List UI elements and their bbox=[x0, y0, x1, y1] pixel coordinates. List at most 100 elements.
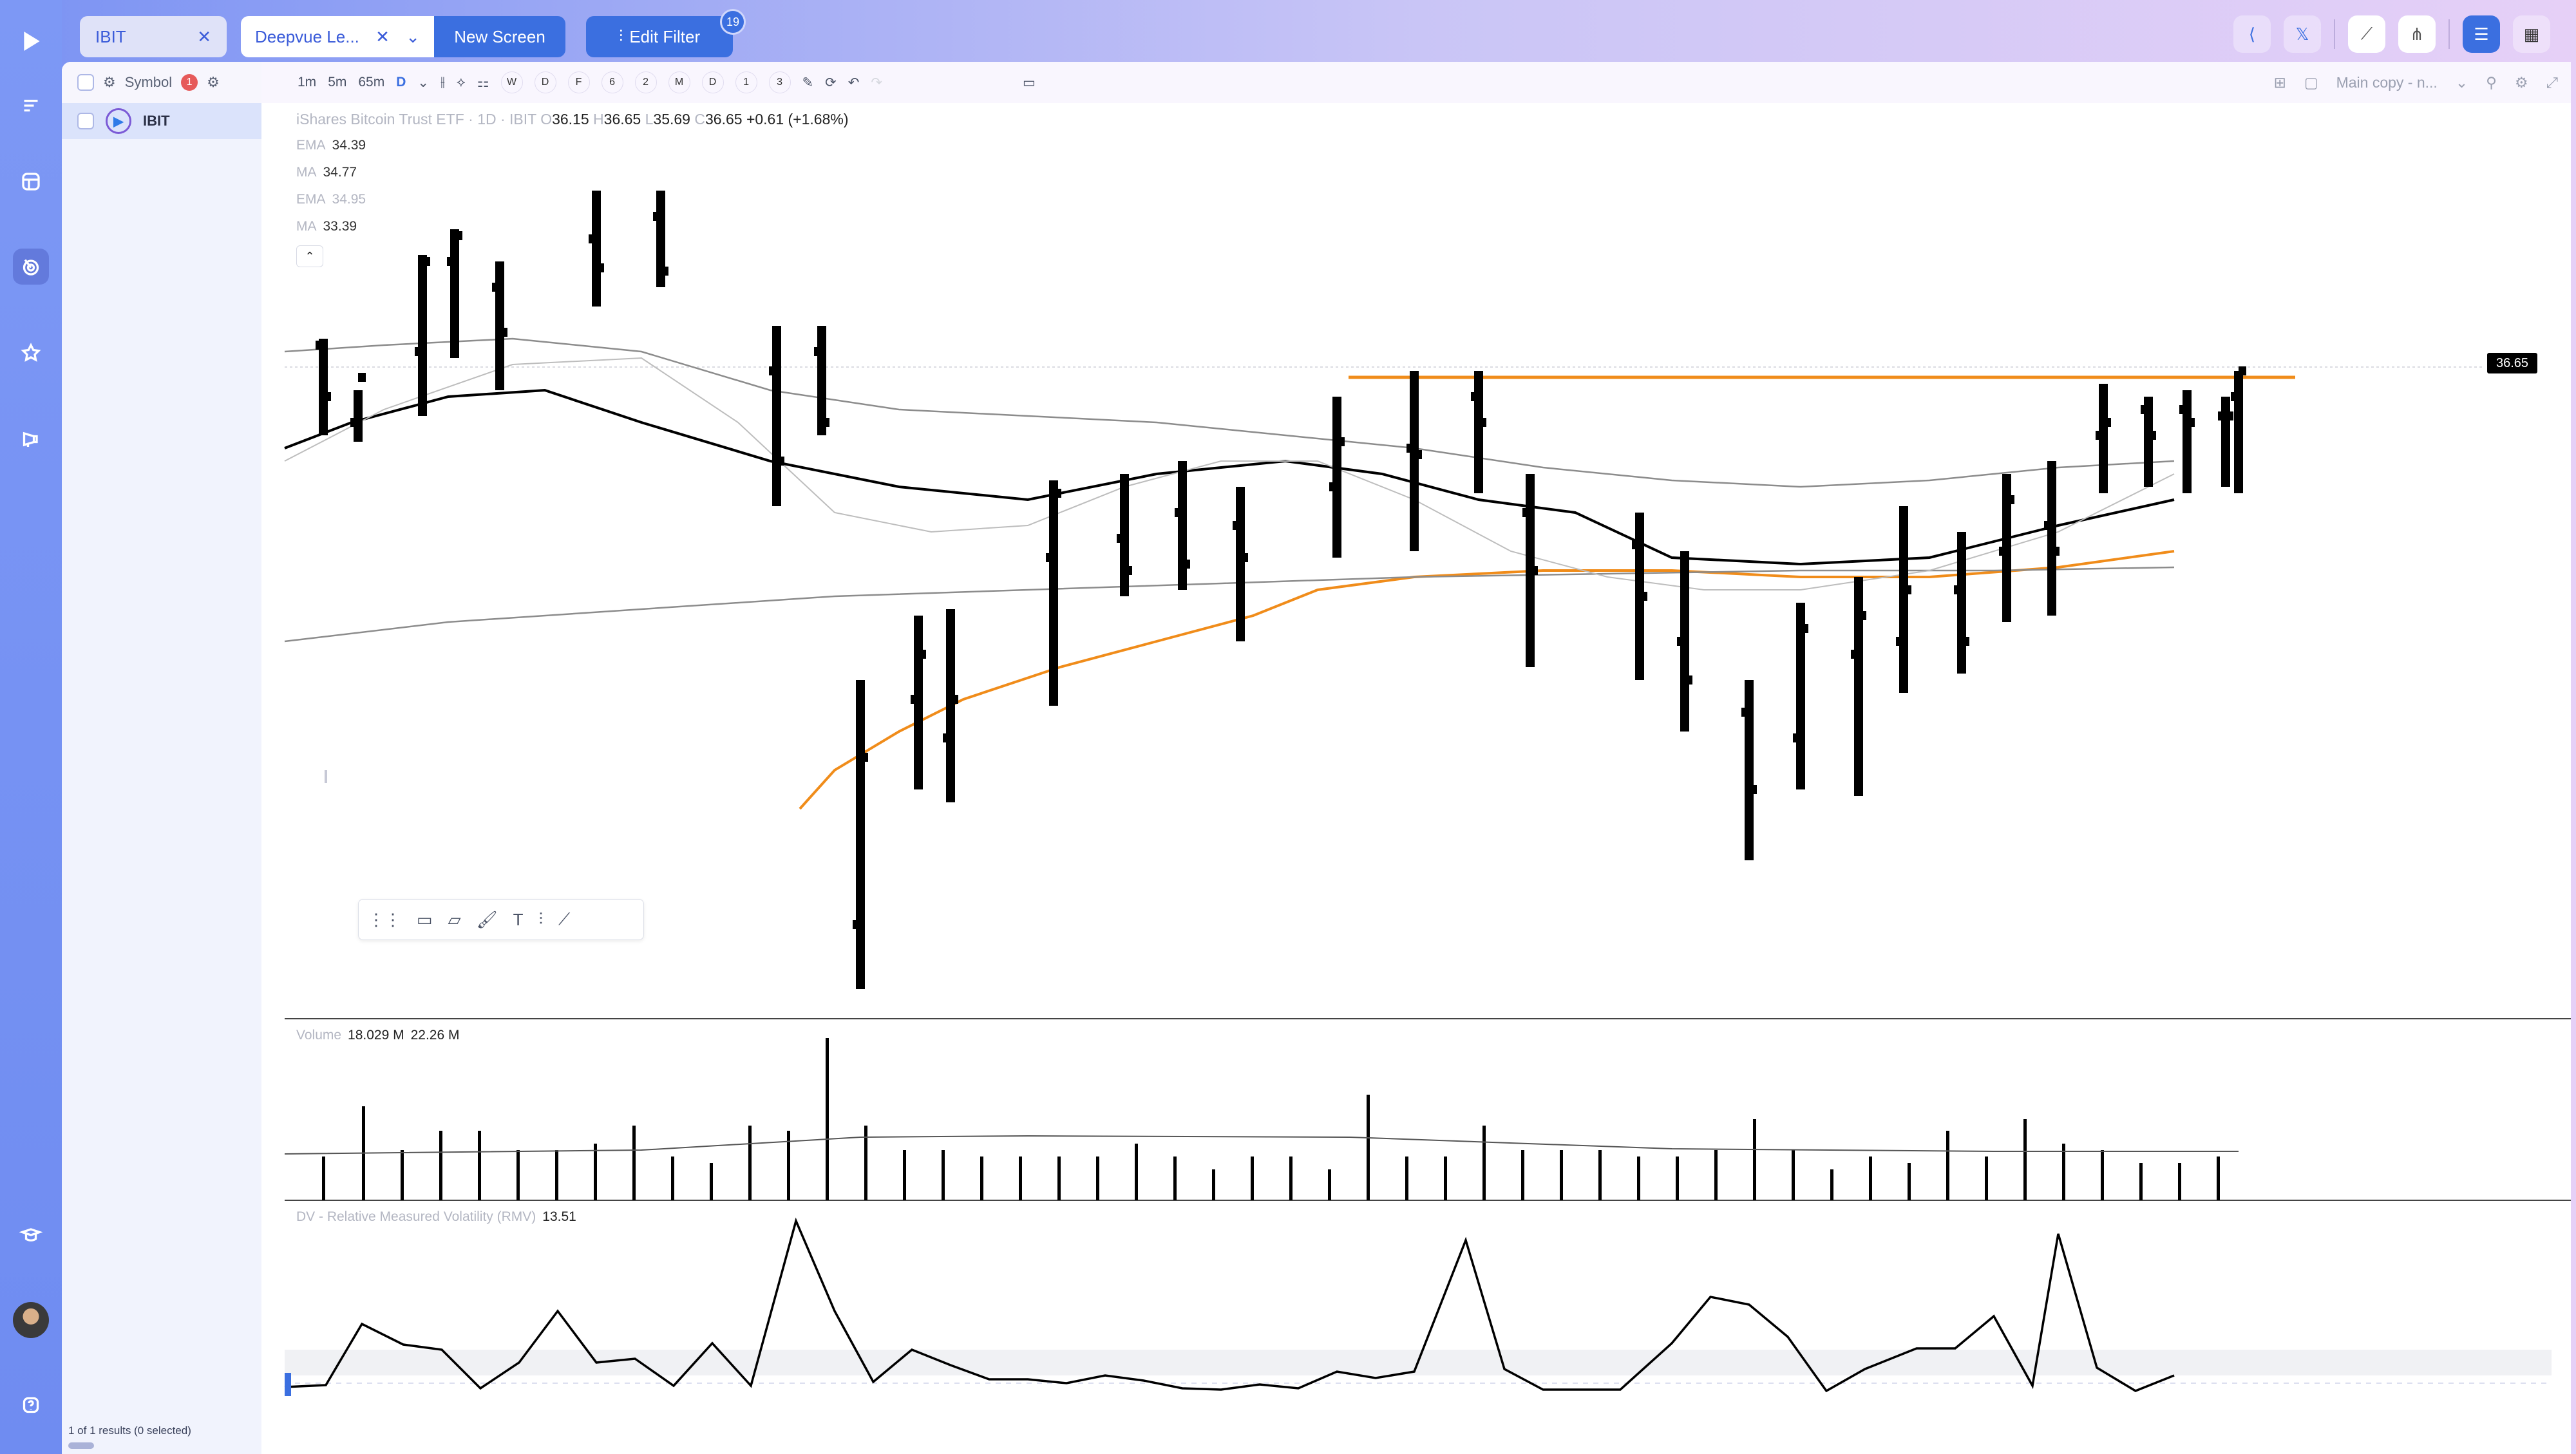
indicators-icon[interactable]: ⟡ bbox=[456, 75, 466, 90]
indicator-ma-1[interactable]: MA 34.77 bbox=[296, 165, 357, 180]
grid-view-icon[interactable]: ▦ bbox=[2513, 15, 2550, 53]
new-screen-button[interactable]: New Screen bbox=[434, 16, 565, 57]
folder-icon[interactable]: ▢ bbox=[2304, 73, 2318, 91]
pencil-icon[interactable]: ✎ bbox=[802, 75, 814, 90]
network-icon[interactable]: ⋔ bbox=[2398, 15, 2436, 53]
callout-icon[interactable]: ▱ bbox=[448, 909, 461, 929]
quick-scan-icon[interactable]: ⚲ bbox=[2486, 73, 2497, 91]
symbol-column-header[interactable]: Symbol bbox=[124, 74, 173, 90]
megaphone-icon[interactable] bbox=[13, 421, 49, 457]
chevron-down-icon[interactable]: ⌄ bbox=[406, 26, 420, 46]
close-icon[interactable]: ✕ bbox=[375, 26, 390, 46]
text-icon[interactable]: T bbox=[513, 909, 524, 929]
indicator-icon[interactable]: ⫶ bbox=[538, 909, 543, 929]
fullscreen-icon[interactable]: ⤢ bbox=[2546, 73, 2558, 91]
share-icon[interactable]: ⟨ bbox=[2233, 15, 2271, 53]
table-icon[interactable] bbox=[13, 164, 49, 200]
period-button[interactable]: W bbox=[500, 71, 523, 93]
drag-handle-icon[interactable]: ⋮⋮ bbox=[368, 909, 401, 929]
layout-icon[interactable]: ⊞ bbox=[2273, 73, 2286, 91]
period-button[interactable]: D bbox=[701, 71, 724, 93]
column-visibility-icon[interactable]: ⚙ bbox=[103, 74, 116, 90]
line-icon[interactable]: ⟋ bbox=[558, 909, 571, 929]
pane-resize-handle[interactable] bbox=[325, 770, 327, 783]
graduation-cap-icon[interactable] bbox=[13, 1217, 49, 1253]
watchlist-row[interactable]: ▶ IBIT bbox=[62, 103, 261, 139]
indicator-value: 34.77 bbox=[323, 165, 357, 180]
chevron-down-icon[interactable]: ⌄ bbox=[2455, 73, 2468, 91]
last-price-tag: 36.65 bbox=[2487, 353, 2537, 373]
close-icon[interactable]: ✕ bbox=[197, 26, 211, 46]
sliders-icon: ⫶ bbox=[618, 26, 623, 46]
logo-play-icon[interactable] bbox=[13, 23, 49, 59]
chart-canvas[interactable] bbox=[62, 62, 2571, 1454]
chevron-down-icon[interactable]: ⌄ bbox=[417, 75, 430, 90]
timeframe-5m[interactable]: 5m bbox=[328, 75, 347, 90]
rmv-label: DV - Relative Measured Volatility (RMV) bbox=[296, 1209, 536, 1224]
indicator-name: EMA bbox=[296, 138, 326, 153]
period-button[interactable]: 1 bbox=[735, 71, 757, 93]
top-bar: IBIT ✕ Deepvue Le... ✕ ⌄ New Screen ⫶ Ed… bbox=[71, 9, 2570, 62]
menu-icon[interactable] bbox=[13, 88, 49, 124]
undo-icon[interactable]: ↶ bbox=[848, 75, 860, 90]
horizontal-scrollbar[interactable] bbox=[68, 1442, 94, 1449]
symbol-tab[interactable]: IBIT ✕ bbox=[80, 16, 227, 57]
redo-icon[interactable]: ↷ bbox=[871, 75, 882, 90]
volume-label: Volume bbox=[296, 1028, 342, 1043]
brush-icon[interactable]: 🖌 bbox=[476, 909, 498, 929]
rectangle-icon[interactable]: ▭ bbox=[417, 909, 433, 929]
period-button[interactable]: 6 bbox=[601, 71, 623, 93]
rmv-value: 13.51 bbox=[542, 1209, 576, 1224]
gear-icon[interactable]: ⚙ bbox=[2514, 73, 2528, 91]
indicator-value: 34.39 bbox=[332, 138, 366, 153]
timeframe-1m[interactable]: 1m bbox=[298, 75, 317, 90]
x-logo-icon[interactable]: 𝕏 bbox=[2284, 15, 2321, 53]
watchlist: ⚙ Symbol 1 ⚙ ▶ IBIT 1 of 1 results (0 se… bbox=[62, 62, 261, 1454]
pane-handle[interactable] bbox=[285, 1373, 291, 1396]
gear-icon[interactable]: ⚙ bbox=[207, 74, 220, 90]
symbol-tab-label: IBIT bbox=[95, 26, 126, 46]
layout-name[interactable]: Main copy - n... bbox=[2336, 73, 2438, 91]
row-checkbox[interactable] bbox=[77, 113, 94, 129]
chart-toolbar: 1m 5m 65m D ⌄ ⫲ ⟡ ⚏ W D F 6 2 M D 1 3 ✎ … bbox=[261, 62, 2571, 103]
period-button[interactable]: 3 bbox=[768, 71, 791, 93]
star-icon[interactable] bbox=[13, 335, 49, 371]
period-button[interactable]: M bbox=[668, 71, 690, 93]
indicator-ma-2[interactable]: MA 33.39 bbox=[296, 219, 357, 234]
volume-average: 22.26 M bbox=[410, 1028, 460, 1043]
radar-icon[interactable] bbox=[13, 249, 49, 285]
timeframe-65m[interactable]: 65m bbox=[358, 75, 385, 90]
high-label: H bbox=[593, 111, 604, 127]
indicator-name: MA bbox=[296, 219, 317, 234]
open-value: 36.15 bbox=[552, 111, 589, 127]
calendar-icon[interactable]: ▭ bbox=[1022, 75, 1036, 90]
select-all-checkbox[interactable] bbox=[77, 74, 94, 91]
refresh-icon[interactable]: ⟳ bbox=[825, 75, 837, 90]
period-button[interactable]: 2 bbox=[634, 71, 657, 93]
bar-style-icon[interactable]: ⫲ bbox=[440, 75, 445, 90]
period-button[interactable]: F bbox=[567, 71, 590, 93]
row-symbol: IBIT bbox=[143, 113, 170, 129]
divider bbox=[2334, 19, 2335, 49]
indicator-ema-2[interactable]: EMA 34.95 bbox=[296, 192, 366, 207]
results-count: 1 of 1 results (0 selected) bbox=[68, 1424, 191, 1437]
timeframe-daily[interactable]: D bbox=[396, 75, 406, 90]
change-value: +0.61 (+1.68%) bbox=[746, 111, 849, 127]
help-icon[interactable] bbox=[13, 1387, 49, 1423]
layout-grid-icon[interactable]: ⚏ bbox=[477, 75, 489, 90]
indicator-ema-1[interactable]: EMA 34.39 bbox=[296, 138, 366, 153]
collapse-legend-button[interactable]: ⌃ bbox=[296, 245, 323, 267]
main-panel: ⚙ Symbol 1 ⚙ ▶ IBIT 1 of 1 results (0 se… bbox=[62, 62, 2571, 1454]
chart-line-icon[interactable]: ⟋ bbox=[2348, 15, 2385, 53]
screen-tab[interactable]: Deepvue Le... ✕ ⌄ bbox=[241, 16, 434, 57]
ohlc-bars bbox=[316, 191, 2246, 989]
edit-filter-button[interactable]: ⫶ Edit Filter bbox=[586, 16, 733, 57]
ibit-logo-icon: ▶ bbox=[106, 108, 131, 134]
period-button[interactable]: D bbox=[534, 71, 556, 93]
drawing-toolbar: ⋮⋮ ▭ ▱ 🖌 T ⫶ ⟋ bbox=[358, 899, 644, 940]
indicator-name: EMA bbox=[296, 192, 326, 207]
list-view-icon[interactable]: ☰ bbox=[2463, 15, 2500, 53]
volume-pane-title: Volume 18.029 M 22.26 M bbox=[296, 1028, 460, 1043]
avatar[interactable] bbox=[13, 1302, 49, 1338]
close-value: 36.65 bbox=[705, 111, 743, 127]
